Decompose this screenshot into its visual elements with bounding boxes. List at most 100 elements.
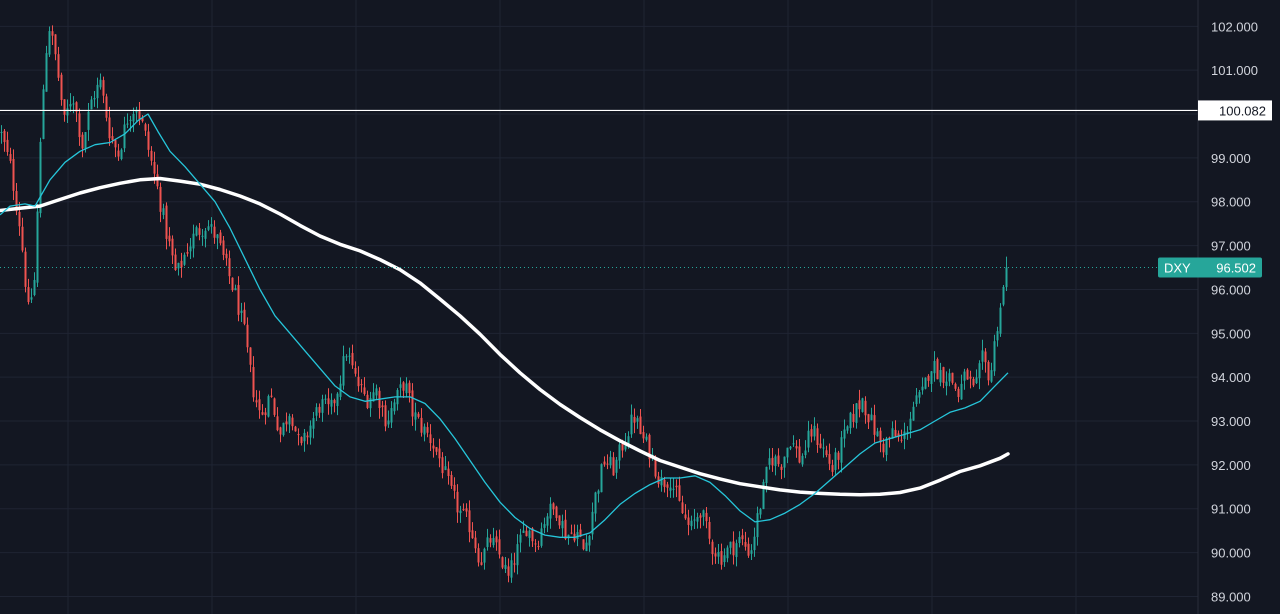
candle-body (684, 514, 687, 519)
candle (252, 356, 255, 402)
candle (720, 543, 723, 570)
candle (882, 438, 885, 458)
candle (282, 422, 285, 437)
candle-body (333, 400, 336, 404)
candle (648, 433, 651, 468)
candle-body (231, 277, 234, 291)
candle (543, 517, 546, 534)
candle-body (582, 539, 585, 550)
candle-body (861, 398, 864, 412)
candle-body (981, 350, 984, 362)
candle-body (567, 534, 570, 539)
candle-body (309, 425, 312, 438)
candle-body (714, 553, 717, 557)
price-tick-label: 101.000 (1211, 63, 1258, 78)
candle (867, 413, 870, 429)
candle-body (774, 456, 777, 467)
candle (9, 147, 12, 164)
candle-body (987, 361, 990, 381)
candle-body (810, 429, 813, 437)
candle (234, 284, 237, 291)
candle (741, 528, 744, 546)
candle (459, 505, 462, 523)
candle (336, 392, 339, 416)
candle (585, 534, 588, 552)
candle (873, 404, 876, 443)
candle (714, 547, 717, 564)
candle (138, 101, 141, 126)
candle (804, 440, 807, 459)
candle (795, 440, 798, 458)
candle-body (534, 543, 537, 545)
candle (279, 426, 282, 443)
candle (681, 495, 684, 514)
candle (486, 528, 489, 551)
candle-body (609, 456, 612, 466)
candle-body (564, 519, 567, 539)
candle (192, 224, 195, 258)
candle (825, 445, 828, 458)
candle-body (297, 434, 300, 436)
candle (333, 398, 336, 413)
candle-body (180, 260, 183, 268)
candle (507, 558, 510, 583)
candle (426, 422, 429, 438)
candle (90, 96, 93, 110)
candle (213, 220, 216, 244)
last-price-badge: DXY 96.502 (1158, 257, 1262, 278)
candle-body (51, 31, 54, 36)
price-axis-ticks: 89.000 90.000 91.000 92.000 93.000 94.000 95.0… (1211, 19, 1258, 604)
candle-body (561, 520, 564, 529)
candle-body (351, 352, 354, 366)
candle (45, 45, 48, 92)
candle (216, 233, 219, 250)
candle-body (210, 224, 213, 227)
candle (450, 471, 453, 490)
candle-body (258, 399, 261, 411)
candle (3, 128, 6, 152)
price-axis[interactable]: 89.000 90.000 91.000 92.000 93.000 94.000 95.0… (1197, 0, 1280, 614)
candle (297, 428, 300, 446)
candle (537, 540, 540, 550)
candle (879, 427, 882, 453)
candle (861, 397, 864, 413)
candle-body (306, 435, 309, 438)
candle (21, 217, 24, 253)
candle-body (408, 382, 411, 394)
candle-body (597, 490, 600, 494)
candle-body (24, 251, 27, 287)
candle (726, 545, 729, 563)
candle (1002, 284, 1005, 307)
candle-body (342, 356, 345, 386)
candle-body (483, 548, 486, 563)
candle-body (435, 447, 438, 452)
candle (564, 509, 567, 541)
candle-body (792, 443, 795, 445)
price-tick-label: 92.000 (1211, 458, 1251, 473)
candle-body (870, 414, 873, 421)
candle (567, 534, 570, 545)
candle-body (135, 110, 138, 113)
candle (552, 502, 555, 516)
candle-body (666, 484, 669, 488)
candle (972, 376, 975, 388)
candle (105, 93, 108, 122)
candle-body (171, 238, 174, 256)
candle (855, 402, 858, 429)
candle (33, 272, 36, 297)
candle (327, 388, 330, 415)
candle (375, 384, 378, 400)
candle (468, 500, 471, 543)
candle-body (513, 563, 516, 565)
candlestick-series[interactable] (0, 25, 1008, 583)
symbol-label: DXY (1164, 260, 1191, 275)
candle-body (978, 363, 981, 379)
candle (0, 125, 3, 144)
candle (60, 72, 63, 106)
candle-body (243, 309, 246, 324)
candle-body (963, 371, 966, 381)
candle-body (324, 398, 327, 400)
candle-body (57, 54, 60, 78)
candle (858, 389, 861, 418)
